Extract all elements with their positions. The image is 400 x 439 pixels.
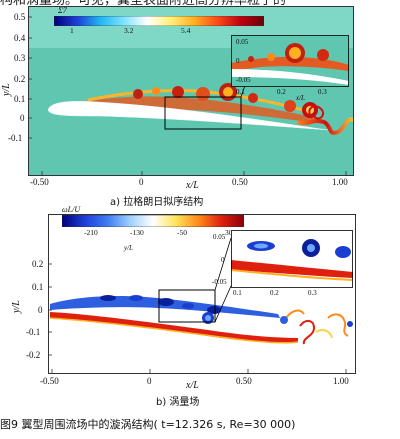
inset-a-boundary bbox=[231, 56, 349, 71]
panel-b-ytick-0.1: 0.1 bbox=[32, 282, 44, 292]
lcs-wake bbox=[297, 117, 354, 135]
colorbar-b-tick-3: -50 bbox=[177, 228, 187, 237]
vorticity-blue-vortices bbox=[100, 295, 221, 324]
inset-b bbox=[231, 230, 353, 288]
vorticity-wake bbox=[280, 309, 353, 345]
top-text-line: 构和涡量场。可见，翼型表面附近高分辨率粒子的 bbox=[0, 0, 287, 8]
vorticity-lower-layer bbox=[50, 312, 298, 343]
axes-frame-b bbox=[48, 214, 356, 374]
x-tick-marks-b bbox=[51, 369, 347, 374]
inset-a-ytick-3: -0.05 bbox=[236, 76, 251, 84]
zoom-box-a bbox=[164, 96, 242, 130]
vorticity-lower-edge bbox=[49, 317, 299, 344]
axes-frame-a bbox=[28, 6, 354, 176]
colorbar-a-tick-2: 3.2 bbox=[124, 26, 134, 35]
figure-caption: 图9 翼型周围流场中的漩涡结构( t=12.326 s, Re=30 000) bbox=[0, 418, 296, 431]
inset-b-layer-edge bbox=[231, 269, 353, 281]
colorbar-a bbox=[54, 16, 264, 26]
panel-a: Σ7 1 3.2 5.4 0.05 0 -0.05 0.1 0.2 0.3 x/… bbox=[0, 0, 400, 208]
panel-a-ytick-0.2: 0.2 bbox=[14, 74, 26, 84]
panel-b-ytick-neg0.2: -0.2 bbox=[26, 350, 41, 360]
panel-b: ωL/U -210 -130 -50 30 y/L 0.05 0 -0.05 0… bbox=[0, 205, 400, 410]
inset-a-xtick-1: 0.1 bbox=[236, 88, 245, 96]
inset-b-layer bbox=[231, 260, 353, 278]
inset-a-xtick-3: 0.3 bbox=[318, 88, 327, 96]
panel-b-xlabel: x/L bbox=[186, 380, 199, 391]
inset-b-xtick-2: 0.2 bbox=[270, 289, 279, 297]
panel-b-ytick-0.2: 0.2 bbox=[32, 259, 44, 269]
panel-a-plot bbox=[28, 6, 354, 176]
y-tick-marks-b bbox=[48, 263, 52, 356]
x-tick-marks-a bbox=[41, 171, 347, 176]
inset-b-ytick-3: -0.05 bbox=[212, 278, 227, 286]
colorbar-b bbox=[62, 215, 244, 227]
inset-a-xtick-2: 0.2 bbox=[277, 88, 286, 96]
panel-b-xtick-0.50: 0.50 bbox=[236, 376, 252, 386]
panel-b-ylabel: y/L bbox=[11, 300, 22, 313]
zoom-connector-b bbox=[214, 237, 232, 291]
lcs-wake-loop bbox=[308, 105, 324, 120]
inset-b-xtick-1: 0.1 bbox=[233, 289, 242, 297]
lcs-boundary-layer bbox=[58, 96, 324, 124]
panel-a-xlabel: x/L bbox=[186, 180, 199, 191]
panel-a-xtick-0.50: 0.50 bbox=[232, 177, 248, 187]
zoom-connector-b2 bbox=[214, 285, 232, 323]
inset-a bbox=[231, 35, 349, 87]
panel-a-xtick-0: 0 bbox=[139, 177, 144, 187]
panel-a-ytick-0.1: 0.1 bbox=[14, 94, 26, 104]
airfoil-panel-a bbox=[47, 101, 329, 131]
panel-b-ytick-neg0.1: -0.1 bbox=[26, 327, 41, 337]
inset-b-ytick-1: 0.05 bbox=[213, 233, 226, 241]
panel-a-ytick-0.3: 0.3 bbox=[14, 53, 26, 63]
colorbar-b-label: ωL/U bbox=[62, 205, 81, 214]
panel-a-ytick-0.4: 0.4 bbox=[14, 33, 26, 43]
inset-a-ytick-2: 0 bbox=[236, 57, 240, 65]
panel-a-xtick-neg0.50: -0.50 bbox=[30, 177, 49, 187]
panel-b-caption: b) 涡量场 bbox=[156, 397, 200, 408]
panel-a-ytick-0.5: 0.5 bbox=[14, 12, 26, 22]
colorbar-b-tick-4: 30 bbox=[225, 228, 233, 237]
colorbar-a-tick-3: 5.4 bbox=[181, 26, 191, 35]
inset-a-ytick-1: 0.05 bbox=[236, 38, 249, 46]
panel-a-ytick-0: 0 bbox=[20, 113, 25, 123]
panel-a-xtick-1.00: 1.00 bbox=[332, 177, 348, 187]
colorbar-a-label: Σ7 bbox=[58, 6, 67, 15]
panel-b-xtick-0: 0 bbox=[147, 376, 152, 386]
colorbar-b-tick-2: -130 bbox=[130, 228, 144, 237]
inset-b-xtick-3: 0.3 bbox=[308, 289, 317, 297]
vorticity-upper-layer bbox=[50, 296, 280, 318]
panel-b-ytick-0: 0 bbox=[38, 305, 43, 315]
inset-a-xlabel: x/L bbox=[296, 94, 305, 102]
panel-b-xtick-neg0.50: -0.50 bbox=[40, 376, 59, 386]
inset-b-ytick-2: 0 bbox=[221, 256, 225, 264]
panel-b-xtick-1.00: 1.00 bbox=[333, 376, 349, 386]
panel-a-ylabel: y/L bbox=[1, 83, 12, 96]
panel-a-ytick-neg0.1: -0.1 bbox=[8, 133, 23, 143]
inset-b-ylabel: y/L bbox=[124, 244, 133, 252]
zoom-box-b bbox=[158, 289, 216, 323]
colorbar-a-tick-1: 1 bbox=[70, 26, 74, 35]
y-tick-marks-a bbox=[28, 16, 32, 139]
panel-a-caption: a) 拉格朗日拟序结构 bbox=[110, 197, 204, 208]
inset-a-airfoil bbox=[231, 69, 349, 85]
colorbar-b-tick-1: -210 bbox=[84, 228, 98, 237]
